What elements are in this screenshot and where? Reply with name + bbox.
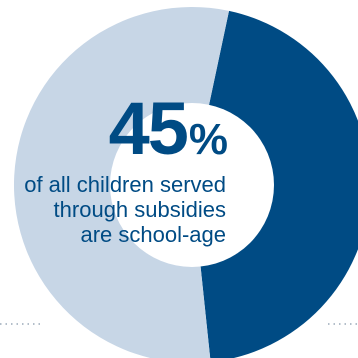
donut-hole bbox=[110, 103, 274, 267]
percent-sign: % bbox=[188, 115, 228, 164]
percentage-value: 45 bbox=[108, 87, 189, 170]
pie-slice-1 bbox=[192, 10, 358, 358]
callout-caption: of all children served through subsidies… bbox=[24, 172, 226, 247]
caption-line-3: are school-age bbox=[80, 222, 226, 247]
percentage-callout: 45% bbox=[109, 92, 228, 166]
caption-line-1: of all children served bbox=[24, 172, 226, 197]
caption-line-2: through subsidies bbox=[53, 197, 226, 222]
